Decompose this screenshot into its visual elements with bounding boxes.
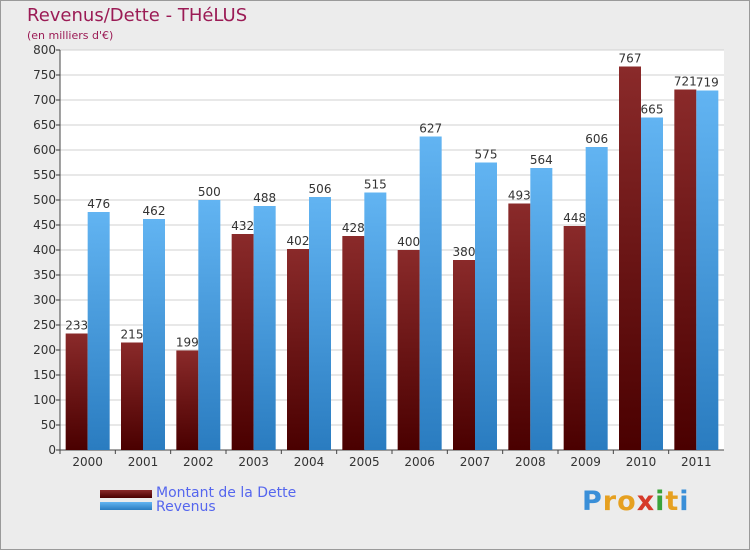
bar-debt — [231, 234, 254, 450]
y-tick-label: 750 — [33, 68, 56, 82]
bar-debt — [65, 333, 88, 450]
logo-letter: i — [679, 486, 690, 517]
data-label-revenus: 476 — [87, 197, 110, 211]
legend-swatch-debt — [100, 490, 152, 498]
x-tick-label: 2006 — [404, 455, 435, 469]
bar-revenus — [696, 90, 719, 450]
y-tick-label: 400 — [33, 243, 56, 257]
bar-revenus — [641, 117, 663, 450]
data-label-revenus: 500 — [198, 185, 221, 199]
bars — [65, 66, 719, 450]
data-label-debt: 428 — [342, 221, 365, 235]
data-label-revenus: 564 — [530, 153, 553, 167]
y-tick-label: 200 — [33, 343, 56, 357]
bar-debt — [287, 249, 309, 450]
bar-revenus — [585, 147, 608, 450]
y-tick-label: 100 — [33, 393, 56, 407]
data-label-revenus: 665 — [641, 103, 664, 117]
data-label-revenus: 515 — [364, 178, 387, 192]
x-tick-label: 2002 — [183, 455, 214, 469]
y-tick-label: 250 — [33, 318, 56, 332]
x-tick-label: 2005 — [349, 455, 380, 469]
x-tick-label: 2004 — [294, 455, 325, 469]
data-label-debt: 233 — [65, 319, 88, 333]
x-tick-label: 2007 — [460, 455, 491, 469]
legend-label-debt: Montant de la Dette — [156, 485, 297, 501]
data-label-debt: 400 — [397, 235, 420, 249]
y-tick-label: 550 — [33, 168, 56, 182]
bar-debt — [619, 66, 641, 450]
data-label-revenus: 719 — [696, 76, 719, 90]
x-axis-ticks: 2000 2001 2002 2003 2004 2005 2006 2007 2008 2009… — [59, 450, 712, 469]
x-tick-label: 2008 — [515, 455, 546, 469]
data-label-revenus: 627 — [419, 122, 442, 136]
logo-letter: o — [617, 486, 637, 517]
y-tick-label: 50 — [41, 418, 56, 432]
chart-title: Revenus/Dette - THéLUS — [27, 5, 248, 26]
data-label-debt: 767 — [619, 52, 642, 66]
bar-debt — [397, 250, 420, 450]
y-tick-label: 650 — [33, 118, 56, 132]
bar-debt — [508, 203, 531, 450]
x-tick-label: 2003 — [238, 455, 269, 469]
bar-debt — [453, 260, 475, 450]
bar-revenus — [309, 197, 331, 450]
bar-revenus — [475, 162, 497, 450]
logo-letter: r — [602, 486, 618, 517]
data-label-debt: 493 — [508, 189, 531, 203]
bar-revenus — [143, 219, 165, 450]
y-tick-label: 800 — [33, 43, 56, 57]
y-tick-label: 450 — [33, 218, 56, 232]
data-label-revenus: 575 — [475, 148, 498, 162]
data-label-revenus: 506 — [309, 182, 332, 196]
x-tick-label: 2010 — [626, 455, 657, 469]
bar-debt — [121, 342, 143, 450]
logo-letter: x — [636, 486, 656, 517]
chart-subtitle: (en milliers d'€) — [27, 29, 114, 42]
y-tick-label: 0 — [48, 443, 56, 457]
y-tick-label: 500 — [33, 193, 56, 207]
data-label-revenus: 488 — [253, 191, 276, 205]
y-tick-label: 600 — [33, 143, 56, 157]
bar-debt — [176, 350, 199, 450]
logo-letter: i — [655, 486, 666, 517]
proxiti-logo: Proxiti — [582, 486, 690, 517]
x-tick-label: 2009 — [570, 455, 601, 469]
legend-label-revenus: Revenus — [156, 499, 216, 515]
bar-revenus — [364, 192, 387, 450]
bar-revenus — [87, 212, 110, 450]
data-label-debt: 402 — [287, 234, 310, 248]
bar-revenus — [419, 136, 442, 450]
bar-debt — [342, 236, 365, 450]
y-tick-label: 350 — [33, 268, 56, 282]
bar-revenus — [198, 200, 221, 450]
logo-letter: t — [665, 486, 680, 517]
x-tick-label: 2011 — [681, 455, 712, 469]
x-tick-label: 2001 — [128, 455, 159, 469]
bar-revenus — [253, 206, 276, 450]
data-labels: 233 476 215 462 199 500 432 488 402 506 428 515 400 6… — [65, 52, 719, 350]
legend-swatch-revenus — [100, 502, 152, 510]
data-label-debt: 721 — [674, 75, 697, 89]
data-label-debt: 432 — [231, 219, 254, 233]
data-label-debt: 199 — [176, 336, 199, 350]
bar-debt — [563, 226, 586, 450]
bar-debt — [674, 89, 697, 450]
data-label-revenus: 606 — [585, 132, 608, 146]
data-label-revenus: 462 — [143, 204, 166, 218]
bar-revenus — [530, 168, 553, 450]
data-label-debt: 448 — [563, 211, 586, 225]
logo-letter: P — [582, 486, 603, 517]
data-label-debt: 215 — [121, 328, 144, 342]
y-tick-label: 150 — [33, 368, 56, 382]
y-tick-label: 300 — [33, 293, 56, 307]
y-axis-ticks: 0 50 100 150 200 250 300 350 400 450 500 550 600 650 7… — [33, 43, 724, 457]
y-tick-label: 700 — [33, 93, 56, 107]
data-label-debt: 380 — [453, 245, 476, 259]
x-tick-label: 2000 — [72, 455, 103, 469]
